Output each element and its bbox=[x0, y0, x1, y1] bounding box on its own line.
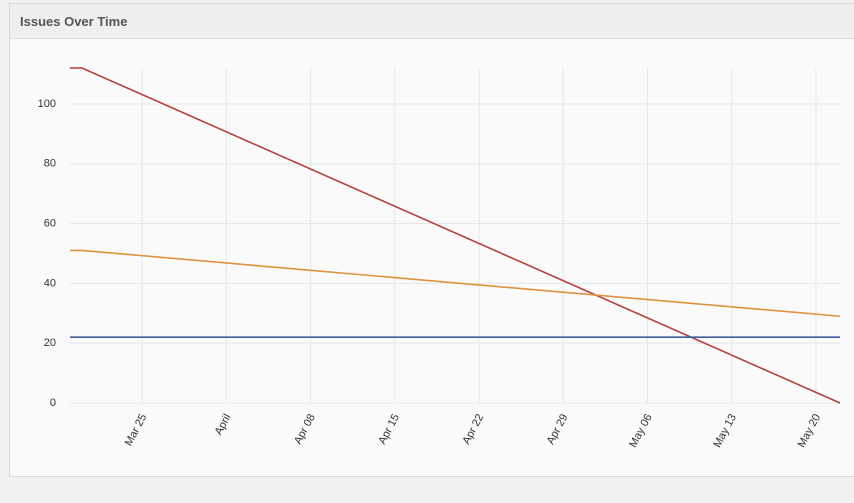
series-line bbox=[70, 249, 841, 318]
panel: Issues Over Time bbox=[9, 3, 854, 477]
x-tick-label: Apr 29 bbox=[545, 412, 571, 446]
x-tick-label: Mar 25 bbox=[123, 412, 150, 448]
x-tick-label: Apr 08 bbox=[292, 412, 318, 446]
x-tick-label: Apr 22 bbox=[460, 412, 486, 446]
x-tick-label: Apr 15 bbox=[376, 412, 402, 446]
series-line bbox=[70, 67, 841, 404]
x-tick-label: May 06 bbox=[627, 412, 655, 449]
x-tick-label: May 20 bbox=[796, 412, 824, 449]
y-tick-label: 20 bbox=[44, 337, 56, 349]
y-tick-label: 0 bbox=[50, 397, 56, 409]
y-tick-label: 60 bbox=[44, 217, 56, 229]
x-tick-label: May 13 bbox=[711, 412, 739, 449]
y-tick-label: 40 bbox=[44, 277, 56, 289]
panel-title: Issues Over Time bbox=[10, 4, 854, 39]
y-tick-label: 80 bbox=[44, 158, 56, 170]
y-tick-label: 100 bbox=[38, 98, 56, 110]
x-tick-label: April bbox=[213, 412, 234, 437]
